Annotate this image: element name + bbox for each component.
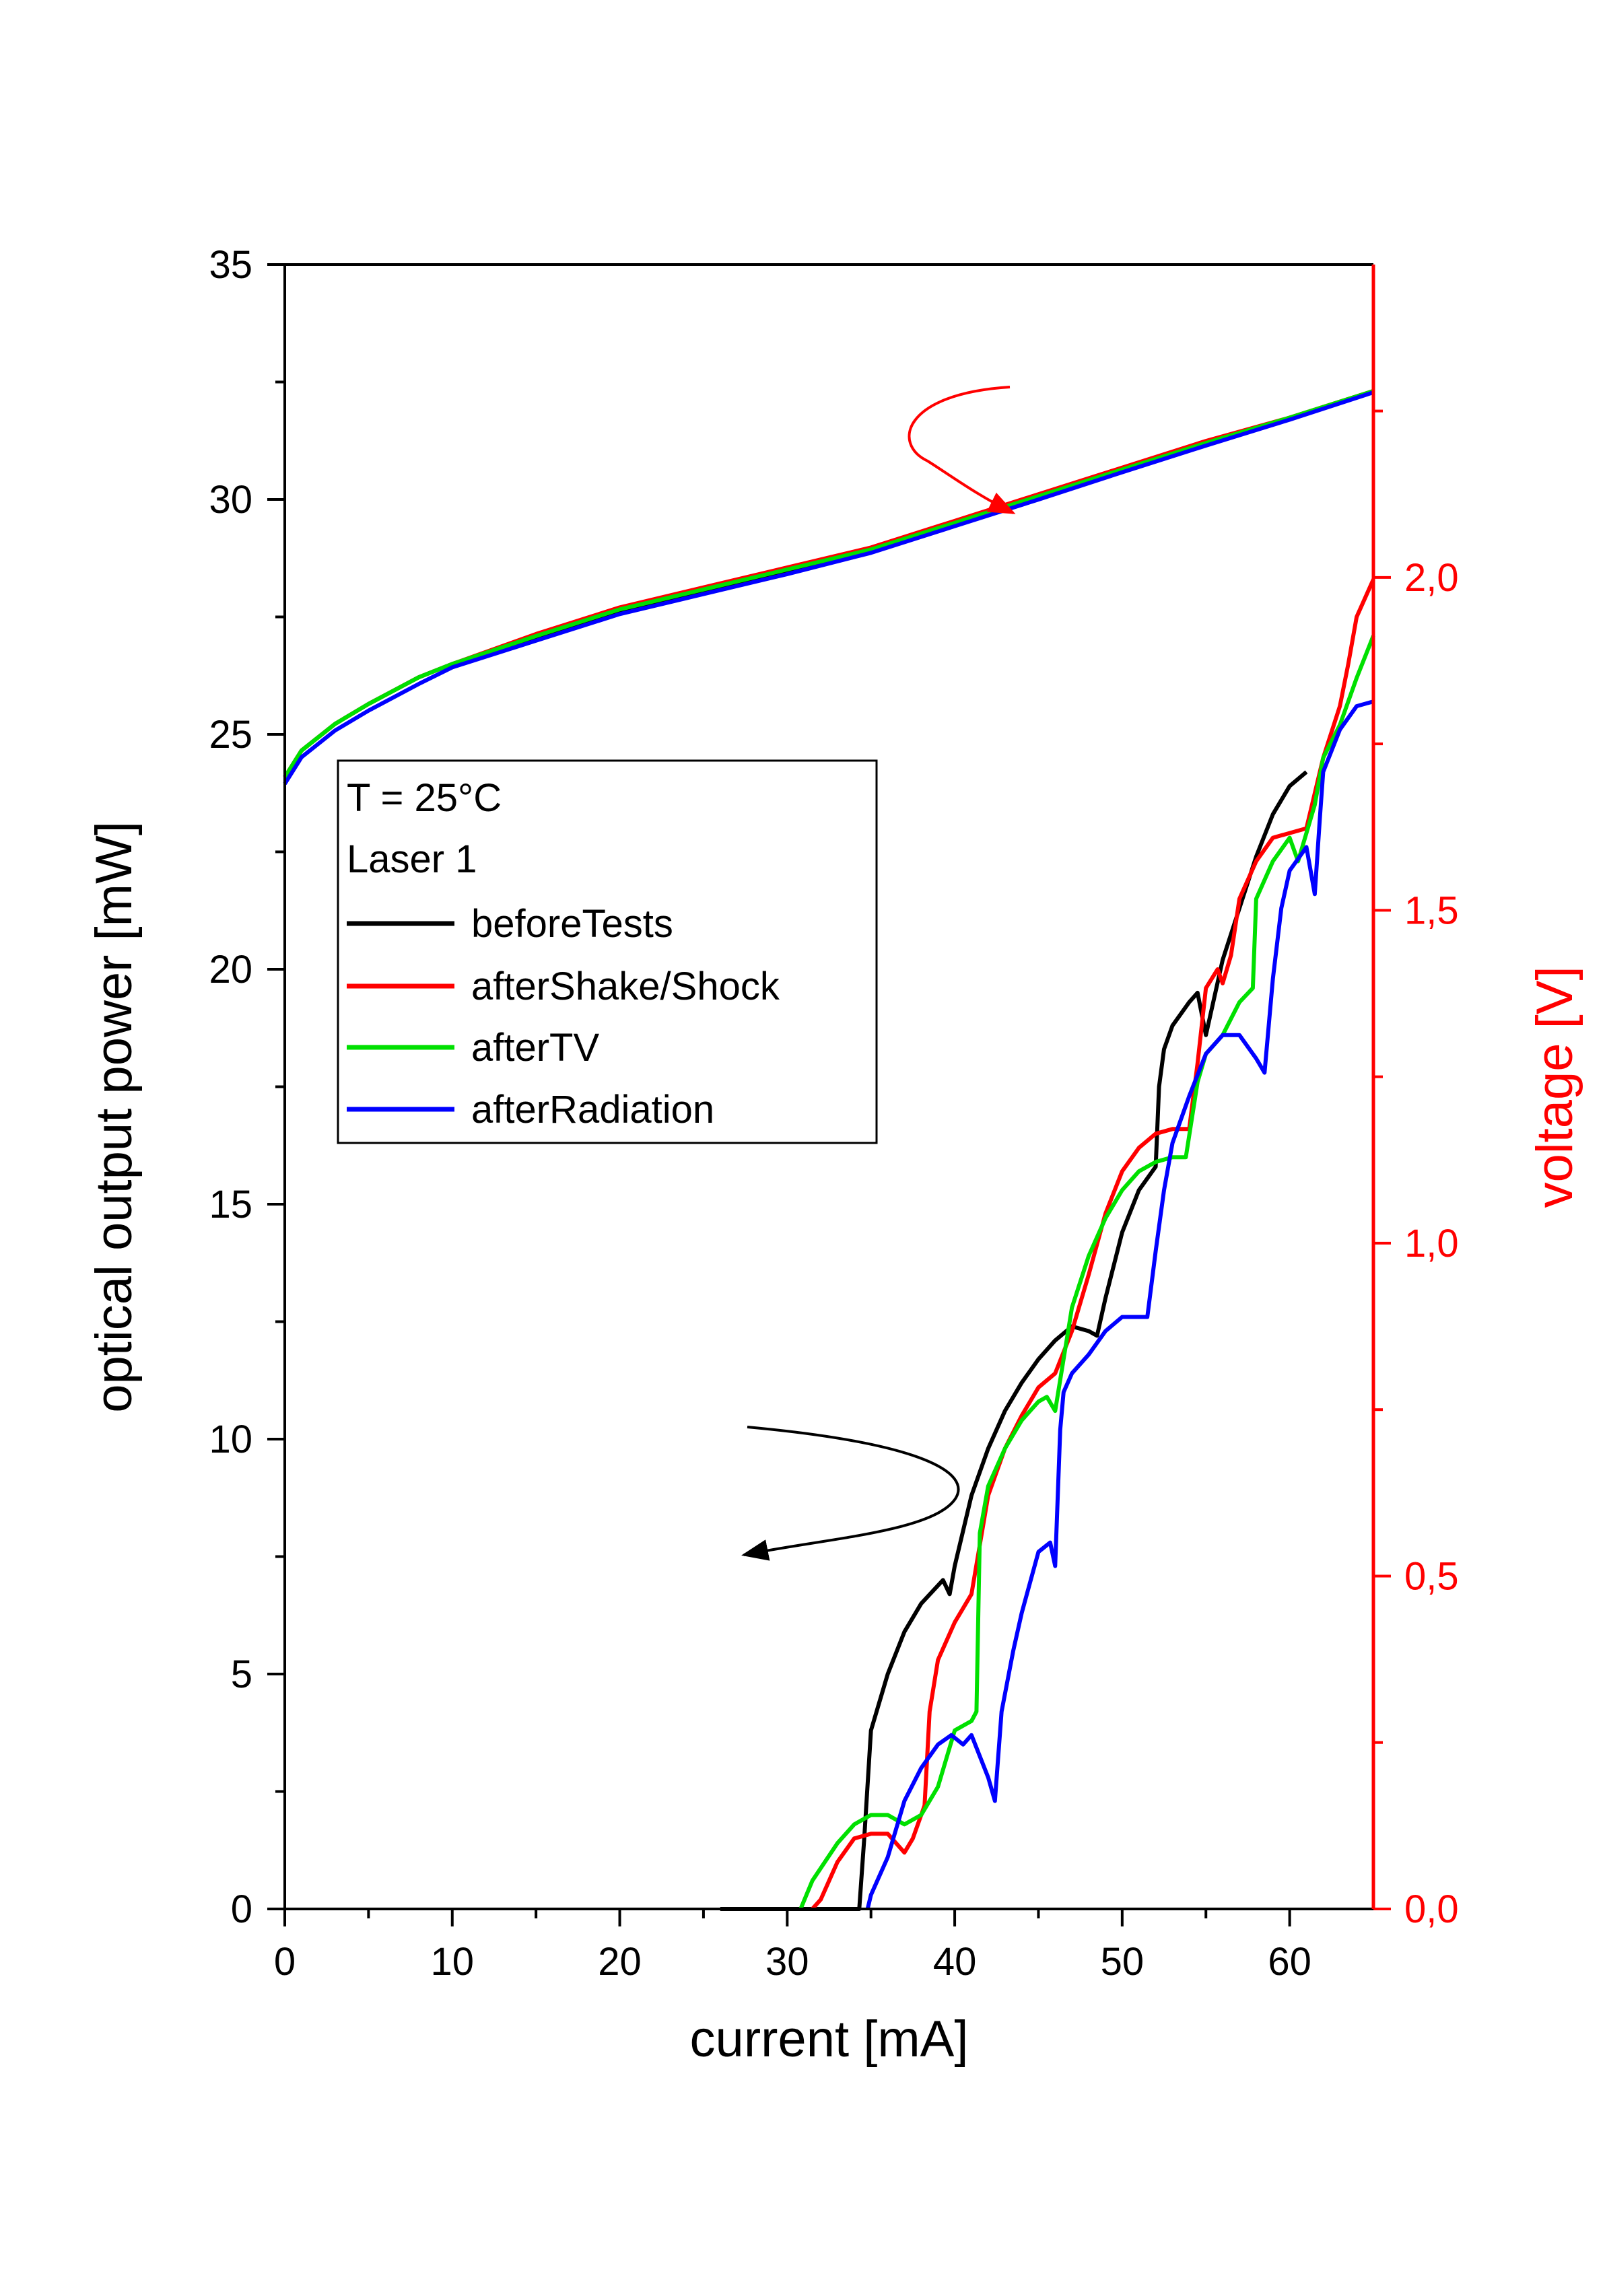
series-line-power-beforeTests: [720, 770, 1308, 1911]
y-tick-label: 30: [209, 478, 252, 522]
x-tick-label: 20: [598, 1940, 642, 1984]
x-tick-label: 50: [1101, 1940, 1145, 1984]
series-line-voltage-afterShakeShock: [283, 389, 1374, 779]
series-line-voltage-afterTV: [283, 389, 1374, 779]
x-axis-ticks: 0 10 20 30 40 50 60: [274, 1909, 1311, 1984]
legend-label-beforeTests: beforeTests: [471, 902, 673, 946]
legend-box: [337, 759, 878, 1144]
x-tick-label: 0: [274, 1940, 296, 1984]
y-tick-label: 5: [231, 1653, 252, 1696]
plot-series: [283, 389, 1375, 1911]
y2-tick-label: 0,5: [1404, 1554, 1459, 1598]
y-tick-label: 0: [231, 1887, 252, 1931]
legend-temperature: T = 25°C: [347, 776, 502, 820]
right-axis-title: voltage [V]: [1526, 966, 1583, 1208]
legend-label-afterShakeShock: afterShake/Shock: [471, 965, 780, 1008]
y2-tick-label: 0,0: [1404, 1887, 1459, 1931]
series-line-power-afterTV: [798, 635, 1375, 1910]
y2-tick-label: 1,5: [1404, 889, 1459, 932]
x-axis-title: current [mA]: [690, 2011, 969, 2068]
series-line-power-afterShakeShock: [811, 578, 1375, 1910]
y-tick-label: 35: [209, 243, 252, 287]
x-tick-label: 10: [431, 1940, 475, 1984]
x-tick-label: 60: [1268, 1940, 1311, 1984]
y2-tick-label: 2,0: [1404, 556, 1459, 600]
legend: T = 25°C Laser 1 beforeTests afterShake/…: [337, 759, 878, 1144]
x-tick-label: 40: [933, 1940, 977, 1984]
y-tick-label: 15: [209, 1183, 252, 1226]
series-line-power-afterRadiation: [865, 699, 1374, 1910]
annotation-arrow-voltage: [908, 386, 1016, 514]
y2-tick-label: 1,0: [1404, 1222, 1459, 1265]
legend-laser: Laser 1: [347, 837, 477, 881]
series-line-voltage-afterRadiation: [283, 390, 1374, 786]
legend-label-afterRadiation: afterRadiation: [471, 1088, 714, 1132]
left-axis-title: optical output power [mW]: [86, 821, 143, 1413]
series-line-voltage-beforeTests: [283, 389, 1374, 779]
y-tick-label: 10: [209, 1418, 252, 1461]
y-tick-label: 20: [209, 948, 252, 992]
legend-label-afterTV: afterTV: [471, 1026, 599, 1070]
y-tick-label: 25: [209, 713, 252, 757]
annotation-arrow-power: [741, 1426, 960, 1561]
right-axis-ticks: 0,0 0,5 1,0 1,5 2,0: [1373, 409, 1459, 1931]
left-axis-ticks: 0 5 10 15 20 25 30 35: [209, 243, 285, 1931]
x-tick-label: 30: [765, 1940, 809, 1984]
